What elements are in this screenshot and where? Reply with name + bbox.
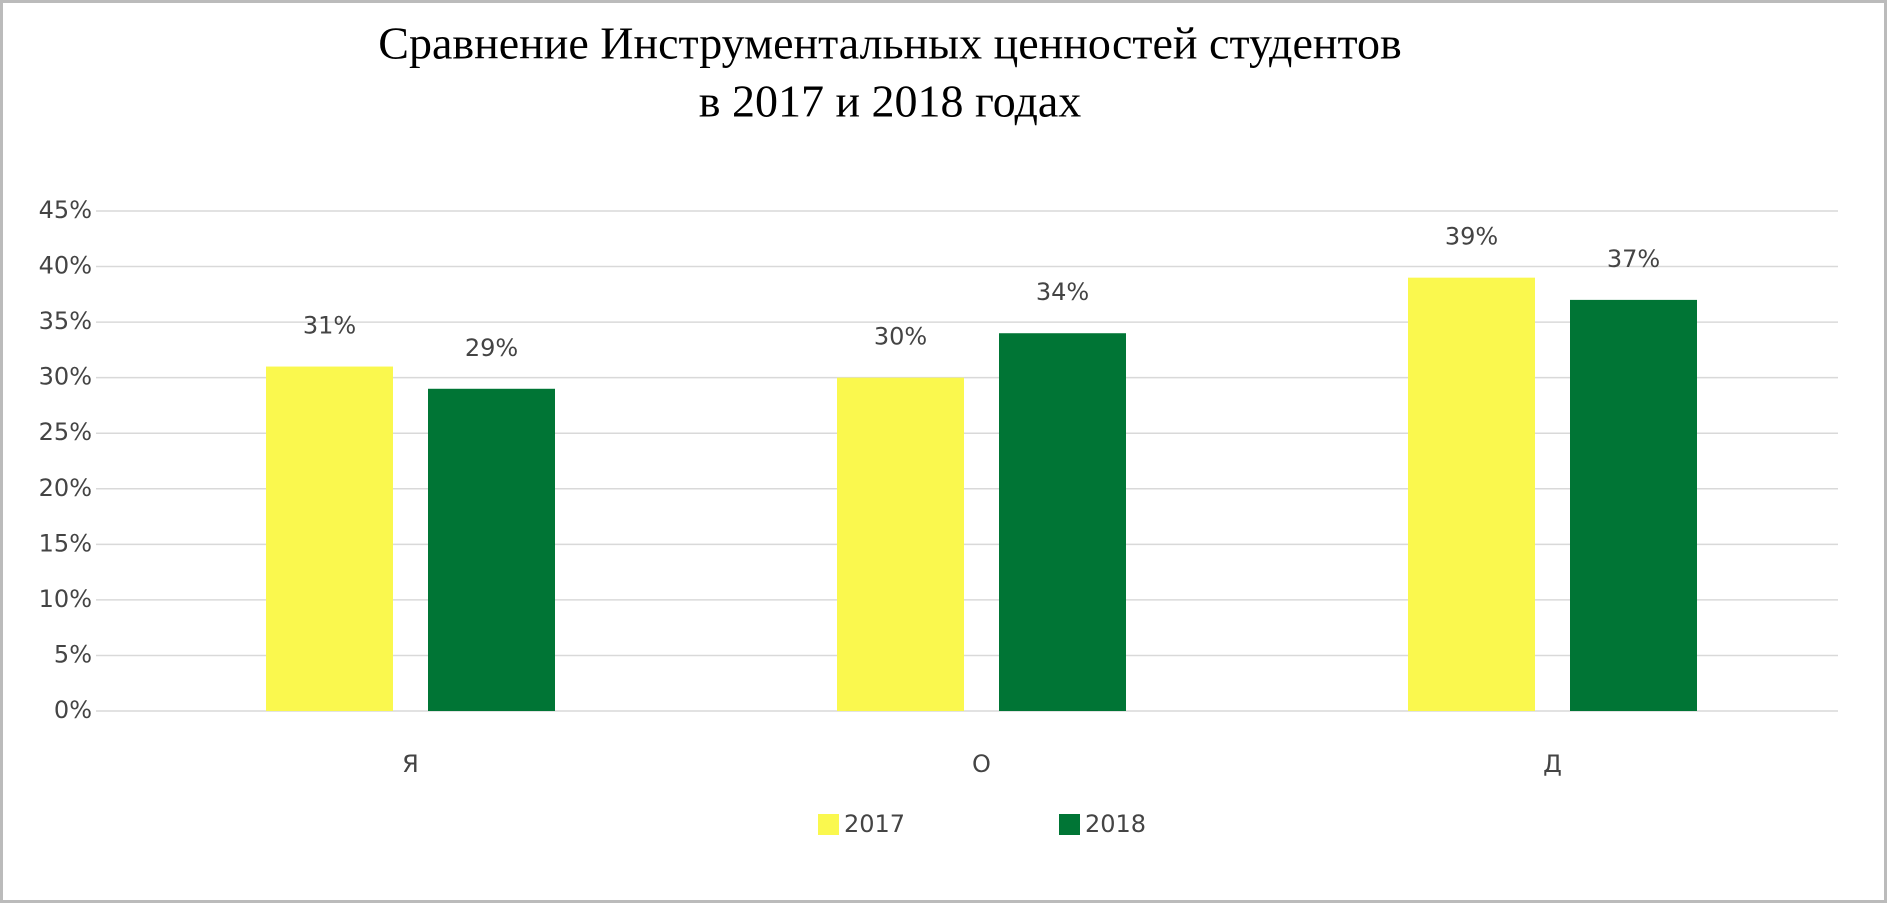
bar bbox=[266, 366, 393, 711]
value-label: 37% bbox=[1607, 245, 1660, 273]
y-tick-label: 20% bbox=[39, 474, 92, 502]
x-tick-label: О bbox=[972, 750, 991, 778]
legend-swatch bbox=[1059, 814, 1080, 835]
chart-title: Сравнение Инструментальных ценностей сту… bbox=[378, 18, 1401, 69]
y-tick-label: 45% bbox=[39, 196, 92, 224]
bar bbox=[1408, 277, 1535, 711]
bar bbox=[999, 333, 1126, 711]
x-tick-label: Д bbox=[1543, 750, 1562, 778]
bar bbox=[837, 377, 964, 711]
y-tick-label: 25% bbox=[39, 418, 92, 446]
y-tick-label: 40% bbox=[39, 252, 92, 280]
legend-swatch bbox=[818, 814, 839, 835]
legend-label: 2018 bbox=[1085, 810, 1146, 838]
y-tick-label: 10% bbox=[39, 585, 92, 613]
value-label: 29% bbox=[465, 334, 518, 362]
legend-label: 2017 bbox=[844, 810, 905, 838]
value-label: 31% bbox=[303, 312, 356, 340]
y-tick-label: 30% bbox=[39, 363, 92, 391]
y-tick-label: 5% bbox=[54, 640, 92, 668]
bar bbox=[428, 388, 555, 711]
value-label: 30% bbox=[874, 323, 927, 351]
y-tick-label: 0% bbox=[54, 696, 92, 724]
bar bbox=[1570, 299, 1697, 711]
y-tick-label: 15% bbox=[39, 529, 92, 557]
x-tick-label: Я bbox=[402, 750, 419, 778]
value-label: 39% bbox=[1445, 223, 1498, 251]
chart-title: в 2017 и 2018 годах bbox=[699, 76, 1082, 127]
value-label: 34% bbox=[1036, 278, 1089, 306]
y-tick-label: 35% bbox=[39, 307, 92, 335]
